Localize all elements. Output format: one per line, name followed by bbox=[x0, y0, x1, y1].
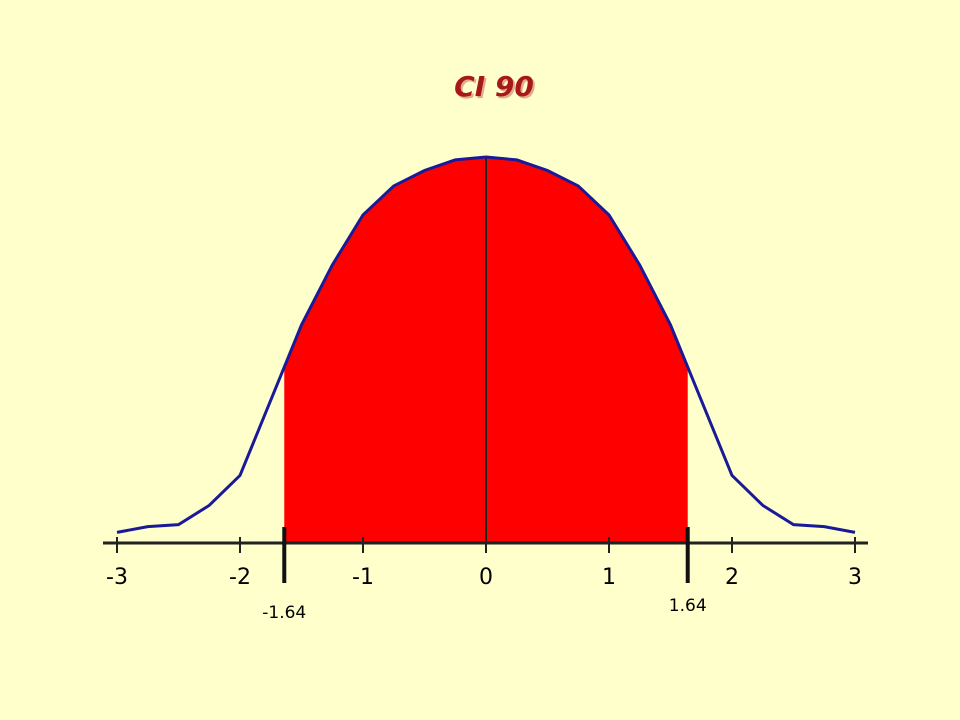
x-tick-label: -3 bbox=[106, 565, 128, 590]
x-tick-label: -2 bbox=[229, 565, 251, 590]
title-shadow: CI 90 bbox=[456, 72, 536, 105]
x-tick-label: -1 bbox=[352, 565, 374, 590]
x-tick-label: 0 bbox=[479, 565, 493, 590]
ci-label: 1.64 bbox=[669, 596, 707, 616]
ci-label: -1.64 bbox=[262, 603, 306, 623]
x-tick-label: 2 bbox=[725, 565, 739, 590]
x-tick-label: 3 bbox=[848, 565, 862, 590]
x-tick-label: 1 bbox=[602, 565, 616, 590]
curve bbox=[116, 155, 856, 534]
chart-title: CI 90 bbox=[454, 70, 534, 103]
